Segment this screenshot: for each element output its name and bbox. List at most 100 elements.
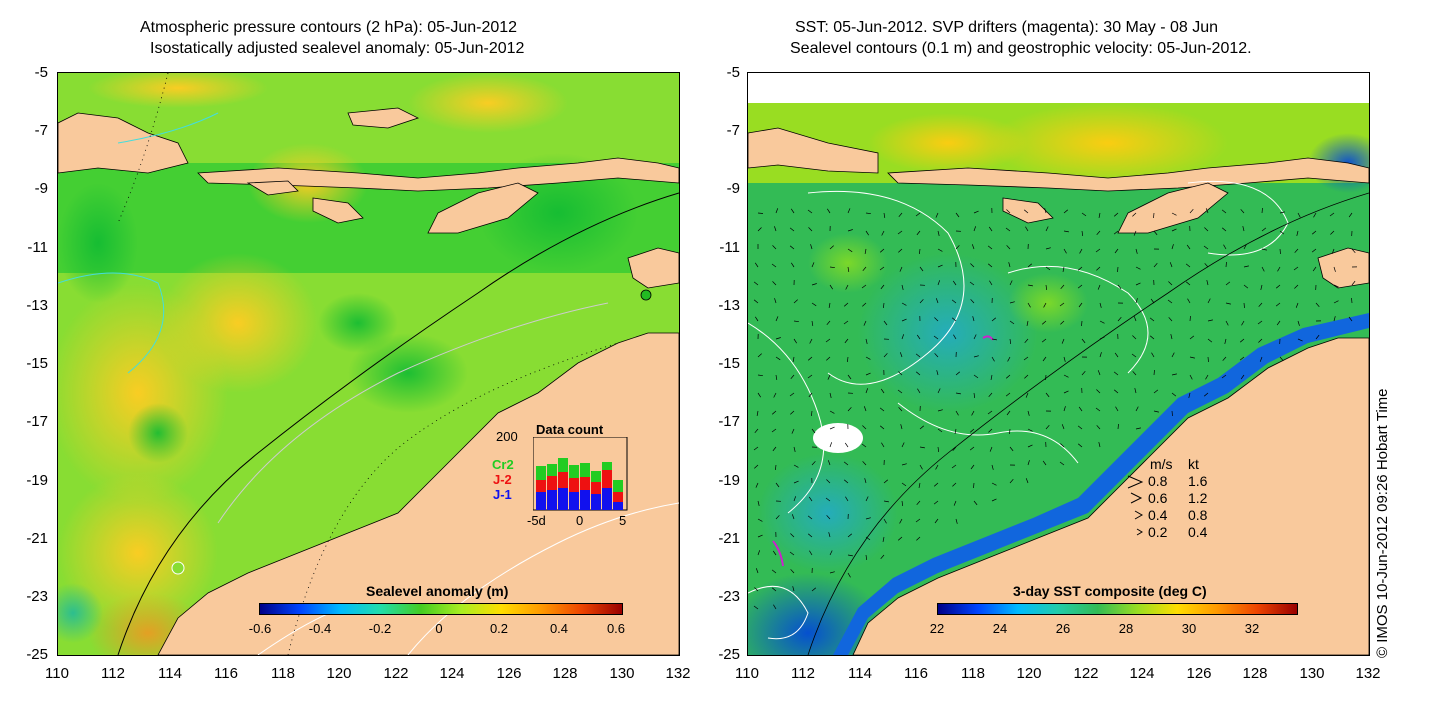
left-xtick: 126 (496, 665, 522, 682)
velocity-vector (1277, 266, 1281, 272)
velocity-vector (772, 281, 777, 286)
velocity-vector (1333, 266, 1336, 272)
velocity-vector (808, 392, 813, 398)
data-count-bar (580, 477, 590, 490)
velocity-vector (1005, 392, 1011, 397)
right-cb-tick-4: 28 (1118, 621, 1134, 636)
velocity-vector (991, 317, 997, 322)
velocity-vector (883, 479, 889, 484)
velocity-vector (880, 284, 885, 290)
velocity-vector (1078, 406, 1083, 412)
velocity-vector (775, 337, 781, 340)
velocity-vector (757, 212, 764, 214)
velocity-vector (883, 320, 888, 326)
velocity-vector (916, 334, 921, 340)
velocity-vector (1098, 212, 1101, 218)
velocity-vector (1060, 320, 1065, 325)
velocity-vector (1027, 428, 1033, 432)
right-ytick: -5 (726, 64, 740, 81)
data-count-bar (602, 470, 612, 488)
velocity-arrow-icon (1136, 528, 1143, 536)
velocity-vector (879, 248, 885, 253)
left-xtick: 112 (101, 665, 125, 682)
velocity-vector (753, 605, 759, 610)
left-ytick: -23 (26, 588, 48, 605)
velocity-vector (1294, 248, 1299, 253)
sealevel-anomaly-svg (58, 73, 679, 655)
velocity-vector (1149, 317, 1155, 322)
velocity-vector (1135, 282, 1141, 286)
velocity-vector (757, 353, 762, 358)
velocity-vector (901, 442, 905, 448)
velocity-vector (973, 210, 979, 214)
velocity-vector (1079, 248, 1083, 254)
velocity-vector (969, 428, 975, 433)
left-xtick: 132 (665, 665, 691, 682)
right-xtick: 126 (1186, 665, 1212, 682)
velocity-vector (1239, 356, 1245, 361)
velocity-vector (919, 248, 921, 255)
velocity-vector (757, 534, 763, 538)
velocity-vector (1113, 371, 1119, 376)
velocity-kt-1: 1.6 (1188, 473, 1208, 489)
velocity-vector (901, 482, 907, 487)
velocity-vector (1223, 244, 1227, 250)
left-xtick: 114 (158, 665, 182, 682)
velocity-vector (1027, 302, 1031, 308)
left-colorbar-label: Sealevel anomaly (m) (366, 583, 509, 599)
velocity-vector (1189, 315, 1191, 322)
velocity-vector (1027, 284, 1033, 287)
velocity-vector (1097, 370, 1101, 376)
velocity-vector (865, 536, 871, 541)
velocity-vector (1222, 356, 1227, 361)
right-xtick: 116 (904, 665, 928, 682)
velocity-vector (829, 442, 833, 448)
velocity-vector (775, 356, 781, 361)
velocity-vector (863, 406, 867, 412)
velocity-kt-3: 0.8 (1188, 507, 1208, 523)
data-count-bar (558, 488, 568, 510)
velocity-vector (1294, 284, 1299, 289)
velocity-vector (861, 443, 867, 448)
data-count-xtick-1: -5d (527, 513, 546, 528)
velocity-vector (1025, 226, 1029, 232)
velocity-vector (988, 226, 993, 232)
velocity-vector (1023, 356, 1029, 361)
velocity-vector (825, 497, 831, 502)
velocity-vector (901, 463, 907, 466)
velocity-vector (793, 299, 798, 304)
velocity-vector (901, 318, 907, 322)
velocity-vector (1205, 374, 1209, 380)
velocity-vector (753, 299, 759, 304)
data-count-bar (613, 480, 623, 492)
velocity-vector (865, 372, 871, 376)
velocity-vector (1333, 316, 1336, 322)
velocity-vector (1133, 230, 1137, 236)
velocity-vector (790, 374, 795, 380)
velocity-vector (755, 316, 759, 322)
velocity-vector (935, 464, 939, 470)
velocity-vector (898, 248, 903, 253)
right-xtick: 112 (791, 665, 815, 682)
velocity-vector (843, 302, 849, 307)
velocity-vector (970, 263, 975, 268)
left-ytick: -15 (26, 355, 48, 372)
right-xtick: 132 (1355, 665, 1381, 682)
velocity-vector (990, 374, 993, 380)
data-count-xtick-3: 5 (619, 513, 627, 528)
velocity-vector (1171, 212, 1177, 216)
velocity-vector (1063, 390, 1069, 394)
right-xtick: 122 (1073, 665, 1099, 682)
data-count-bar (580, 490, 590, 510)
velocity-vector (1009, 478, 1014, 484)
velocity-vector (937, 248, 943, 252)
left-ytick: -9 (34, 180, 48, 197)
data-count-bar (547, 490, 557, 510)
velocity-vector (1171, 410, 1173, 417)
velocity-vector (898, 212, 903, 218)
velocity-vector (771, 428, 777, 433)
velocity-vector (847, 356, 849, 363)
velocity-vector (1114, 248, 1119, 254)
velocity-vector (1061, 338, 1065, 344)
velocity-vector (987, 245, 993, 250)
